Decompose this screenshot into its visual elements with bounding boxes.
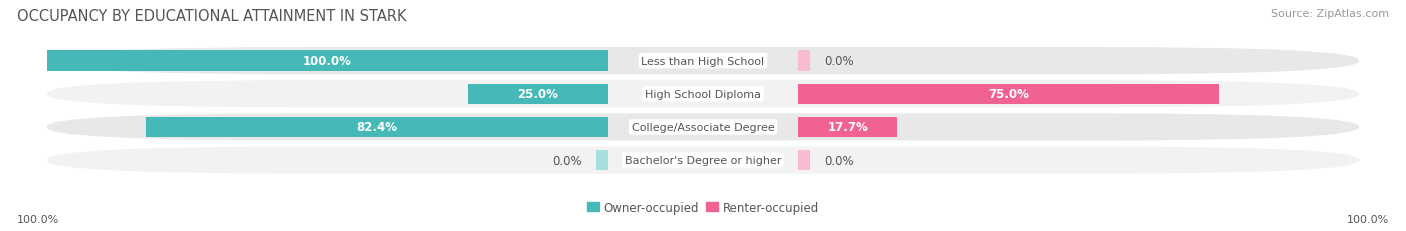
Text: 82.4%: 82.4% [356,121,398,134]
Bar [799,84,1219,105]
Text: 0.0%: 0.0% [824,55,853,68]
Text: High School Diploma: High School Diploma [645,89,761,99]
Text: College/Associate Degree: College/Associate Degree [631,122,775,132]
Text: 25.0%: 25.0% [517,88,558,101]
Text: 0.0%: 0.0% [553,154,582,167]
FancyBboxPatch shape [46,48,1360,75]
Bar [46,51,607,72]
Text: 0.0%: 0.0% [824,154,853,167]
Text: 100.0%: 100.0% [302,55,352,68]
Bar [146,117,607,138]
Text: 75.0%: 75.0% [988,88,1029,101]
Text: OCCUPANCY BY EDUCATIONAL ATTAINMENT IN STARK: OCCUPANCY BY EDUCATIONAL ATTAINMENT IN S… [17,9,406,24]
Text: 100.0%: 100.0% [1347,214,1389,224]
Bar [799,117,897,138]
FancyBboxPatch shape [46,114,1360,141]
Text: Less than High School: Less than High School [641,56,765,66]
Bar [596,150,607,171]
FancyBboxPatch shape [46,81,1360,108]
FancyBboxPatch shape [46,147,1360,174]
Text: Bachelor's Degree or higher: Bachelor's Degree or higher [624,155,782,165]
Bar [799,51,810,72]
Text: 100.0%: 100.0% [17,214,59,224]
Bar [468,84,607,105]
Text: 17.7%: 17.7% [827,121,868,134]
Text: Source: ZipAtlas.com: Source: ZipAtlas.com [1271,9,1389,19]
Legend: Owner-occupied, Renter-occupied: Owner-occupied, Renter-occupied [582,196,824,219]
Bar [799,150,810,171]
